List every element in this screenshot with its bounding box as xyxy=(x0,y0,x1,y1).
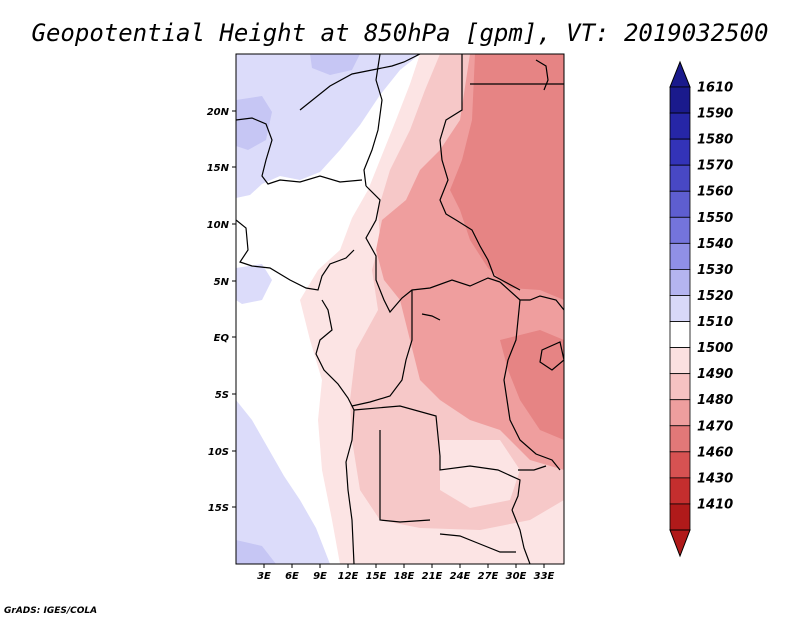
colorbar-label-1580: 1580 xyxy=(697,133,733,148)
lat-label-15n: 15N xyxy=(207,163,230,174)
lat-label-10n: 10N xyxy=(207,220,230,231)
colorbar-box-1530 xyxy=(669,269,691,296)
lat-label-5n: 5N xyxy=(214,277,230,288)
colorbar-label-1520: 1520 xyxy=(697,289,733,304)
lat-label-5s: 5S xyxy=(215,390,229,401)
lat-axis: 20N 15N 10N 5N EQ 5S 10S 15S xyxy=(207,107,236,514)
colorbar-label-1510: 1510 xyxy=(697,315,733,330)
colorbar-box-1560 xyxy=(669,190,691,218)
colorbar-box-1500 xyxy=(669,347,691,375)
ocean-lavender-gulf xyxy=(236,264,272,304)
land-light-pink-south xyxy=(440,440,520,508)
ocean-blue-patch-south xyxy=(236,540,276,564)
colorbar-box-1590 xyxy=(669,112,691,140)
ocean-lavender-north xyxy=(236,54,420,198)
lon-label-21e: 21E xyxy=(422,571,443,582)
colorbar-label-1590: 1590 xyxy=(697,107,733,122)
lon-label-3e: 3E xyxy=(257,571,271,582)
colorbar-box-1520 xyxy=(669,295,691,322)
colorbar-box-1410 xyxy=(669,503,691,531)
colorbar-label-1410: 1410 xyxy=(697,497,733,512)
map-title: Geopotential Height at 850hPa [gpm], VT:… xyxy=(32,19,769,47)
lat-label-20n: 20N xyxy=(207,107,230,118)
colorbar-box-1570 xyxy=(669,164,691,192)
colorbar: 1610 1590 1580 1570 1560 1550 1540 1530 1520 1510… xyxy=(669,60,733,558)
colorbar-box-1470 xyxy=(669,425,691,453)
colorbar-box-1430 xyxy=(669,477,691,505)
colorbar-box-1480 xyxy=(669,399,691,427)
lon-label-9e: 9E xyxy=(313,571,327,582)
lon-label-15e: 15E xyxy=(366,571,387,582)
map-field xyxy=(236,54,564,564)
colorbar-label-1530: 1530 xyxy=(697,263,733,278)
colorbar-box-1510 xyxy=(669,321,691,348)
colorbar-box-1550 xyxy=(669,216,691,244)
colorbar-box-1580 xyxy=(669,138,691,166)
ocean-blue-patch-west xyxy=(236,96,272,150)
colorbar-label-1470: 1470 xyxy=(697,419,733,434)
lon-label-6e: 6E xyxy=(285,571,299,582)
lon-label-33e: 33E xyxy=(534,571,555,582)
land-dark-red-east xyxy=(500,330,564,440)
coastlines-and-borders xyxy=(236,54,564,564)
lon-axis: 3E 6E 9E 12E 15E 18E 21E 24E 27E 30E 33E xyxy=(257,564,555,582)
colorbar-label-1610: 1610 xyxy=(697,81,733,96)
colorbar-label-1490: 1490 xyxy=(697,367,733,382)
lon-label-24e: 24E xyxy=(450,571,471,582)
lon-label-18e: 18E xyxy=(394,571,415,582)
colorbar-bottom-arrow xyxy=(669,529,691,558)
colorbar-label-1540: 1540 xyxy=(697,237,733,252)
lon-label-30e: 30E xyxy=(506,571,527,582)
lon-label-12e: 12E xyxy=(338,571,359,582)
colorbar-top-arrow xyxy=(669,60,691,88)
colorbar-box-1540 xyxy=(669,242,691,270)
grads-credit: GrADS: IGES/COLA xyxy=(4,606,97,616)
colorbar-label-1570: 1570 xyxy=(697,159,733,174)
land-dark-red xyxy=(450,54,564,300)
colorbar-label-1480: 1480 xyxy=(697,393,733,408)
colorbar-label-1430: 1430 xyxy=(697,471,733,486)
colorbar-label-1500: 1500 xyxy=(697,341,733,356)
lat-label-eq: EQ xyxy=(214,333,230,344)
ocean-blue-patch-north xyxy=(310,54,360,75)
colorbar-label-1460: 1460 xyxy=(697,445,733,460)
lat-label-10s: 10S xyxy=(208,447,229,458)
colorbar-label-1550: 1550 xyxy=(697,211,733,226)
lat-label-15s: 15S xyxy=(208,503,229,514)
colorbar-label-1560: 1560 xyxy=(697,185,733,200)
colorbar-box-1460 xyxy=(669,451,691,479)
map-frame xyxy=(235,53,565,565)
ocean-lavender-south xyxy=(236,400,330,564)
colorbar-box-1610 xyxy=(669,86,691,114)
colorbar-box-1490 xyxy=(669,373,691,401)
lon-label-27e: 27E xyxy=(478,571,499,582)
